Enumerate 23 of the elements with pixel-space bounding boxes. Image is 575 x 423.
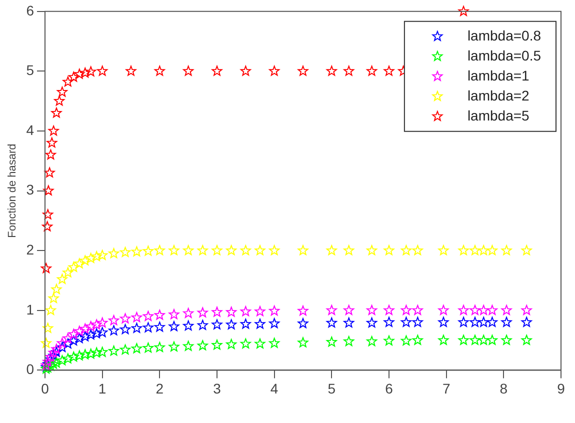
legend-label: lambda=5: [467, 107, 530, 124]
y-tick-label: 3: [26, 182, 34, 198]
y-tick-label: 0: [26, 361, 34, 378]
x-tick-label: 3: [213, 380, 222, 396]
x-tick-label: 4: [270, 380, 278, 396]
y-axis-title: Fonction de hasard: [6, 144, 19, 238]
x-tick-label: 0: [41, 380, 50, 396]
x-tick-label: 9: [557, 380, 566, 396]
y-tick-label: 5: [26, 62, 34, 78]
legend-label: lambda=0.8: [467, 27, 542, 44]
x-tick-label: 7: [442, 380, 450, 396]
x-tick-label: 6: [385, 380, 394, 396]
legend-label: lambda=0.5: [467, 47, 542, 64]
x-tick-label: 2: [156, 380, 164, 396]
y-tick-label: 2: [26, 241, 34, 258]
x-tick-label: 5: [328, 380, 336, 396]
legend-label: lambda=2: [467, 87, 530, 104]
y-tick-label: 6: [26, 2, 34, 18]
x-tick-label: 1: [98, 380, 106, 396]
x-tick-label: 8: [500, 380, 508, 396]
legend-label: lambda=1: [467, 67, 530, 84]
y-tick-label: 4: [26, 122, 34, 138]
y-tick-label: 1: [26, 301, 34, 318]
